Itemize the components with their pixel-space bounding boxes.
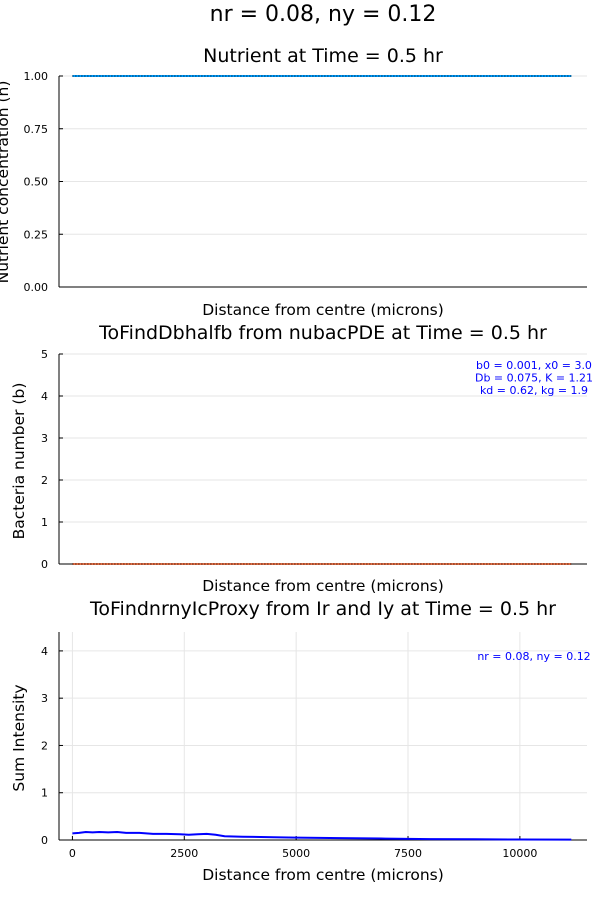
nutrient-plot: 0.00 0.25 0.50 0.75 1.00 Nutrient at Time = … <box>0 45 587 319</box>
y-tick-label: 2 <box>41 474 48 487</box>
bacteria-plot: 0 1 2 3 4 5 b0 = 0.001, x0 = 3.0Db = 0.075, K… <box>10 322 593 595</box>
x-axis-label: Distance from centre (microns) <box>202 301 444 319</box>
plot-title: ToFindnrnyIcProxy from Ir and Iy at Time… <box>89 598 556 620</box>
x-axis-label: Distance from centre (microns) <box>202 866 444 884</box>
y-tick-label: 2 <box>41 739 48 752</box>
series-line <box>72 830 572 841</box>
y-axis-label: Sum Intensity <box>10 684 28 791</box>
y-tick-label: 3 <box>41 432 48 445</box>
figure-title: nr = 0.08, ny = 0.12 <box>210 2 437 27</box>
y-tick-label: 4 <box>41 645 48 658</box>
y-tick-label: 0.50 <box>24 176 49 189</box>
y-axis-label: Bacteria number (b) <box>10 383 28 540</box>
y-tick-label: 5 <box>41 348 48 361</box>
x-tick-label: 10000 <box>502 847 537 860</box>
y-tick-label: 0.75 <box>24 123 49 136</box>
y-tick-label: 1 <box>41 787 48 800</box>
plot-title: Nutrient at Time = 0.5 hr <box>203 45 443 67</box>
plot-title: ToFindDbhalfb from nubacPDE at Time = 0.… <box>98 322 547 344</box>
annotation-text: kd = 0.62, kg = 1.9 <box>480 384 588 397</box>
y-tick-label: 0.25 <box>24 228 49 241</box>
x-axis-label: Distance from centre (microns) <box>202 577 444 595</box>
y-tick-label: 1 <box>41 516 48 529</box>
annotation-text: Db = 0.075, K = 1.21 <box>475 372 593 385</box>
annotation-text: nr = 0.08, ny = 0.12 <box>477 650 590 663</box>
y-tick-label: 1.00 <box>24 70 49 83</box>
intensity-plot: 0 1 2 3 4 0 2500 5000 7500 10000 nr = 0.08, ny =… <box>10 598 591 884</box>
y-tick-label: 0 <box>41 558 48 571</box>
y-tick-label: 4 <box>41 390 48 403</box>
y-tick-label: 0 <box>41 834 48 847</box>
annotation-text: b0 = 0.001, x0 = 3.0 <box>476 359 592 372</box>
y-axis-label: Nutrient concentration (n) <box>0 81 12 284</box>
x-tick-label: 0 <box>69 847 76 860</box>
x-tick-label: 2500 <box>170 847 198 860</box>
y-tick-label: 0.00 <box>24 281 49 294</box>
y-tick-label: 3 <box>41 692 48 705</box>
x-tick-label: 7500 <box>394 847 422 860</box>
x-tick-label: 5000 <box>282 847 310 860</box>
